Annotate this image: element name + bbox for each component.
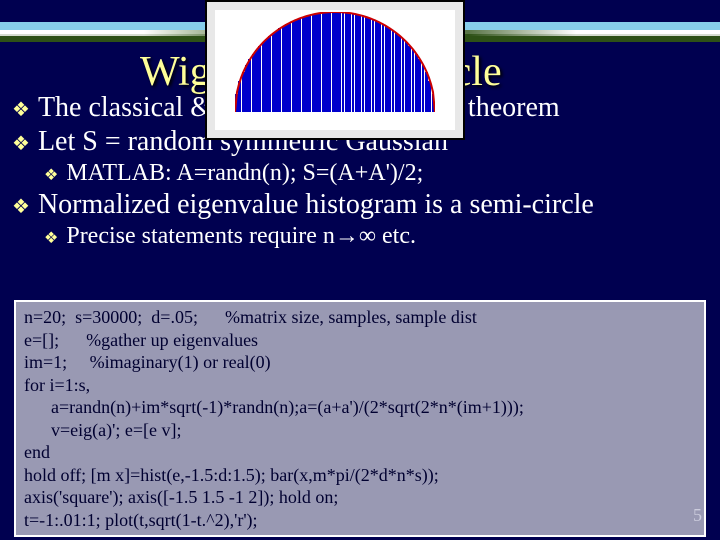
bullet-diamond-icon: ❖	[12, 197, 30, 217]
code-line: a=randn(n)+im*sqrt(-1)*randn(n);a=(a+a')…	[24, 396, 696, 419]
code-line: im=1; %imaginary(1) or real(0)	[24, 351, 696, 374]
code-line: v=eig(a)'; e=[e v];	[24, 419, 696, 442]
code-line: n=20; s=30000; d=.05; %matrix size, samp…	[24, 306, 696, 329]
histogram-bar	[432, 94, 435, 112]
code-line: hold off; [m x]=hist(e,-1.5:d:1.5); bar(…	[24, 464, 696, 487]
code-line: end	[24, 441, 696, 464]
bullet-item: ❖ Normalized eigenvalue histogram is a se…	[12, 189, 708, 221]
code-line: for i=1:s,	[24, 374, 696, 397]
bullet-item: ❖ Precise statements require n→∞ etc.	[12, 223, 708, 250]
bullet-diamond-icon: ❖	[44, 231, 58, 247]
bullet-text: MATLAB: A=randn(n); S=(A+A')/2;	[66, 160, 423, 187]
bullet-diamond-icon: ❖	[12, 100, 30, 120]
bullet-diamond-icon: ❖	[12, 134, 30, 154]
code-line: t=-1:.01:1; plot(t,sqrt(1-t.^2),'r');	[24, 509, 696, 532]
code-line: axis('square'); axis([-1.5 1.5 -1 2]); h…	[24, 486, 696, 509]
bullet-text: Precise statements require n→∞ etc.	[66, 223, 416, 250]
chart-inner	[215, 10, 455, 130]
code-box: n=20; s=30000; d=.05; %matrix size, samp…	[14, 300, 706, 537]
page-number: 5	[693, 505, 702, 526]
bullet-item: ❖ MATLAB: A=randn(n); S=(A+A')/2;	[12, 160, 708, 187]
bullet-text: Normalized eigenvalue histogram is a sem…	[38, 189, 594, 221]
bullet-diamond-icon: ❖	[44, 168, 58, 184]
semicircle-chart	[205, 0, 465, 140]
code-line: e=[]; %gather up eigenvalues	[24, 329, 696, 352]
histogram-bars	[235, 12, 435, 112]
